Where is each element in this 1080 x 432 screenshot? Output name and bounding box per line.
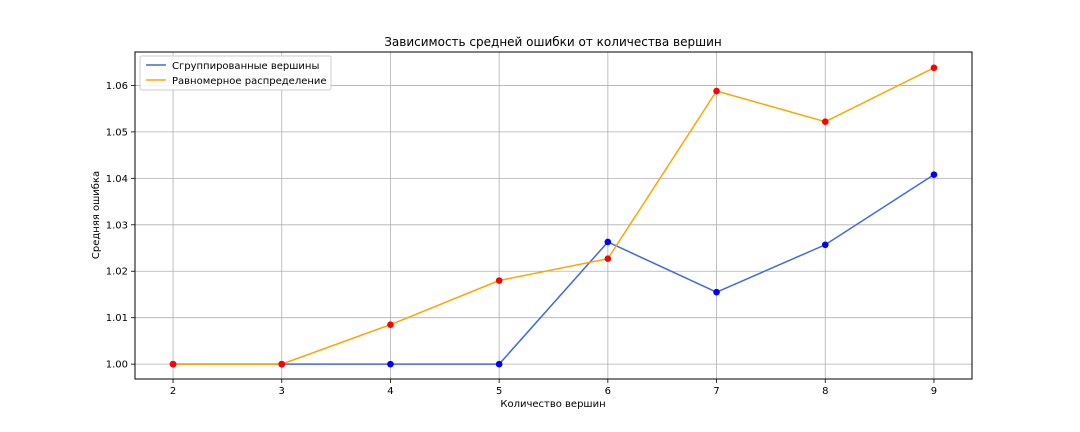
data-point-1 [930,64,938,72]
data-point-0 [713,288,720,296]
plot-frame [134,51,973,380]
x-tick-label: 7 [713,386,719,397]
data-point-1 [604,255,612,262]
x-tick-label: 3 [279,386,285,397]
y-tick-label: 1.01 [106,313,128,324]
data-point-0 [821,241,829,249]
series-line-1 [173,67,935,365]
y-tick-label: 1.04 [106,174,128,185]
data-point-0 [495,360,503,368]
data-point-1 [713,87,720,95]
y-tick-label: 1.03 [106,220,128,231]
x-tick-label: 9 [931,386,937,397]
series-line-0 [173,173,935,365]
y-tick-label: 1.02 [106,267,128,278]
y-tick-label: 1.00 [106,360,128,371]
data-point-1 [821,118,829,125]
x-tick-label: 2 [170,386,176,397]
data-point-1 [387,321,394,328]
axis-ticks: 2 3 4 5 6 7 8 9 1.00 1.01 1.02 1.03 1.04 1.05 1.06 [106,81,937,397]
grid [135,52,972,379]
y-tick-label: 1.05 [106,127,128,138]
data-point-1 [169,360,177,368]
legend-label-uniform: Равномерное распределение [172,76,327,87]
legend-label-grouped: Сгруппированные вершины [172,61,319,72]
legend-box [139,55,332,91]
x-tick-label: 5 [496,386,502,397]
y-tick-label: 1.06 [106,81,128,92]
chart-title: Зависимость средней ошибки от количества… [384,35,722,49]
y-axis-label: Средняя ошибка [91,171,102,259]
data-point-0 [604,238,612,246]
data-point-0 [387,360,394,368]
data-point-1 [495,277,503,284]
data-point-1 [278,360,286,368]
legend: Сгруппированные вершины Равномерное расп… [139,55,332,91]
x-tick-label: 8 [822,386,828,397]
x-axis-label: Количество вершин [500,399,605,410]
x-tick-label: 4 [387,386,393,397]
x-tick-label: 6 [605,386,611,397]
data-point-0 [930,171,938,178]
series-layer [169,64,938,368]
